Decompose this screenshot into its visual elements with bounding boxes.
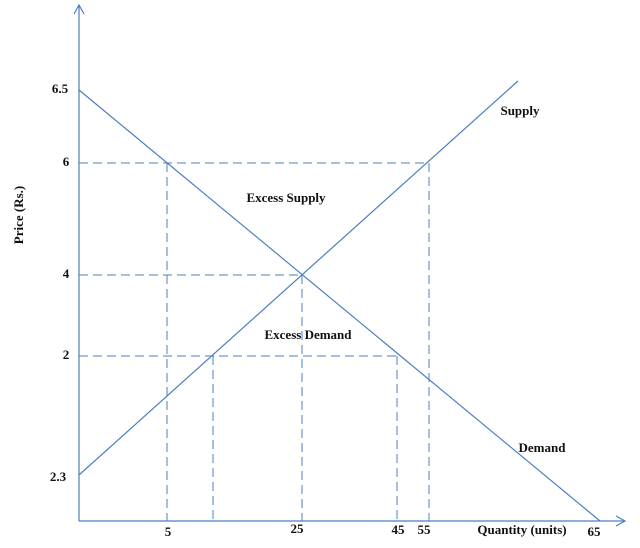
demand-curve [78,89,601,522]
x-axis-label: Quantity (units) [477,522,566,537]
y-tick-label: 6.5 [52,81,69,96]
x-tick-label: 45 [392,522,406,537]
excess-demand-label: Excess Demand [264,327,352,342]
supply-label: Supply [500,103,540,118]
x-axis-arrow [615,515,627,527]
y-tick-label: 2 [63,347,70,362]
guide-lines [79,162,430,521]
supply-curve [78,80,519,476]
x-tick-label: 5 [165,524,172,539]
x-tick-label: 25 [291,521,305,536]
x-tick-label: 65 [588,524,602,539]
excess-supply-label: Excess Supply [246,190,326,205]
y-axis-arrow [73,3,85,15]
y-axis-label: Price (Rs.) [11,186,26,244]
y-tick-label: 6 [63,154,70,169]
x-tick-label: 55 [418,522,432,537]
y-tick-label: 2.3 [50,469,67,484]
demand-label: Demand [519,440,567,455]
y-tick-label: 4 [63,266,70,281]
